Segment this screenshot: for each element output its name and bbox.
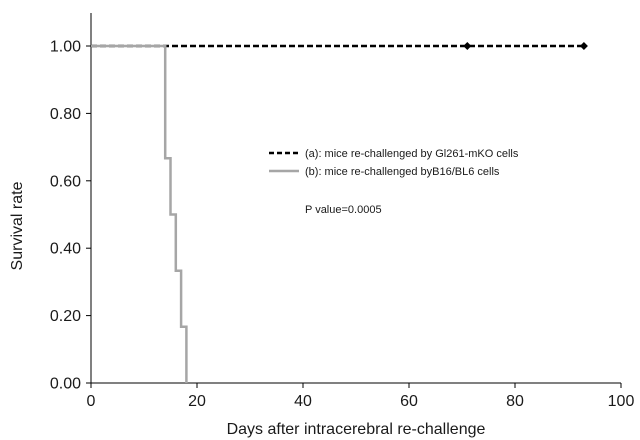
legend-label-b: (b): mice re-challenged byB16/BL6 cells bbox=[305, 166, 500, 178]
x-tick-label: 0 bbox=[87, 393, 96, 410]
x-tick-label: 20 bbox=[188, 393, 206, 410]
series-line-b bbox=[91, 44, 188, 383]
y-tick-label: 0.40 bbox=[50, 241, 81, 258]
y-ticks: 0.00 0.20 0.40 0.60 0.80 1.00 bbox=[50, 39, 91, 393]
y-tick-label: 0.80 bbox=[50, 106, 81, 123]
legend: (a): mice re-challenged by Gl261-mKO cel… bbox=[269, 148, 519, 178]
y-tick-label: 0.20 bbox=[50, 308, 81, 325]
x-tick-label: 60 bbox=[400, 393, 418, 410]
x-tick-label: 80 bbox=[506, 393, 524, 410]
censor-marker bbox=[463, 42, 472, 50]
x-axis-title: Days after intracerebral re-challenge bbox=[227, 421, 486, 438]
y-tick-label: 1.00 bbox=[50, 39, 81, 56]
x-ticks: 0 20 40 60 80 100 bbox=[87, 383, 635, 410]
y-tick-label: 0.60 bbox=[50, 173, 81, 190]
legend-label-a: (a): mice re-challenged by Gl261-mKO cel… bbox=[305, 148, 519, 160]
series-layer bbox=[91, 42, 588, 383]
censor-marker bbox=[579, 42, 588, 50]
x-tick-label: 40 bbox=[294, 393, 312, 410]
y-tick-label: 0.00 bbox=[50, 376, 81, 393]
x-tick-label: 100 bbox=[608, 393, 635, 410]
y-axis-title: Survival rate bbox=[9, 181, 26, 270]
p-value-annotation: P value=0.0005 bbox=[305, 204, 382, 216]
